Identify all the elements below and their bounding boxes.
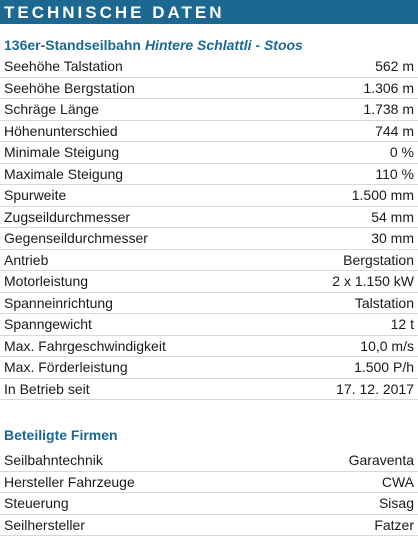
table-row: Gegenseildurchmesser 30 mm — [0, 228, 418, 250]
table-row: Motorleistung 2 x 1.150 kW — [0, 271, 418, 293]
row-value: 0 % — [389, 144, 414, 160]
table-row: Steuerung Sisag — [0, 493, 418, 515]
table-row: Schräge Länge 1.738 m — [0, 99, 418, 121]
table-row: Hersteller Fahrzeuge CWA — [0, 472, 418, 493]
row-value: 12 t — [390, 316, 414, 332]
row-label: Gegenseildurchmesser — [4, 230, 148, 246]
row-label: Seilbahntechnik — [4, 452, 103, 468]
data-table: Seehöhe Talstation 562 m Seehöhe Bergstati… — [0, 56, 418, 400]
row-value: 1.500 P/h — [354, 359, 414, 375]
row-value: 1.738 m — [363, 101, 414, 117]
row-label: Seilhersteller — [4, 516, 85, 533]
row-label: Max. Förderleistung — [4, 359, 128, 375]
row-value: 1.500 mm — [351, 187, 414, 203]
table-row: Seilbahntechnik Garaventa — [0, 450, 418, 472]
row-label: Spanneinrichtung — [4, 294, 113, 311]
row-label: Motorleistung — [4, 273, 89, 289]
row-label: Schräge Länge — [4, 101, 99, 117]
table-row: Seehöhe Bergstation 1.306 m — [0, 78, 418, 99]
row-label: Seehöhe Talstation — [4, 58, 123, 74]
row-label: Maximale Steigung — [4, 165, 124, 182]
subtitle-main: 136er-Standseilbahn — [4, 37, 141, 53]
subtitle: 136er-Standseilbahn Hintere Schlattli - S… — [0, 34, 418, 56]
row-value: Talstation — [354, 294, 414, 311]
row-value: 562 m — [375, 58, 414, 74]
subtitle-italic: Hintere Schlattli - Stoos — [144, 37, 303, 53]
row-label: Spurweite — [4, 187, 67, 203]
table-row: Spanngewicht 12 t — [0, 314, 418, 336]
table-row: Zugseildurchmesser 54 mm — [0, 207, 418, 228]
table-row: Spanneinrichtung Talstation — [0, 293, 418, 314]
row-value: 10,0 m/s — [360, 337, 414, 354]
table-row: Seilhersteller Fatzer — [0, 515, 418, 536]
row-label: Antrieb — [4, 251, 49, 268]
row-value: Garaventa — [348, 452, 414, 468]
table-row: Spurweite 1.500 mm — [0, 185, 418, 207]
row-value: 54 mm — [371, 208, 414, 225]
row-label: Spanngewicht — [4, 316, 92, 332]
row-value: Bergstation — [343, 251, 414, 268]
row-label: Minimale Steigung — [4, 144, 120, 160]
table-row: Max. Fahrgeschwindigkeit 10,0 m/s — [0, 336, 418, 357]
row-label: Höhenunterschied — [4, 122, 118, 139]
table-row: Max. Förderleistung 1.500 P/h — [0, 357, 418, 379]
table-row: Maximale Steigung 110 % — [0, 164, 418, 185]
companies-table: Seilbahntechnik Garaventa Hersteller Fahrz… — [0, 450, 418, 536]
table-row: Höhenunterschied 744 m — [0, 121, 418, 142]
row-value: 17. 12. 2017 — [336, 380, 414, 397]
row-value: 110 % — [375, 165, 414, 182]
row-label: In Betrieb seit — [4, 380, 90, 397]
row-value: CWA — [381, 473, 414, 490]
row-label: Steuerung — [4, 495, 69, 511]
table-row: In Betrieb seit 17. 12. 2017 — [0, 379, 418, 400]
section-title: Beteiligte Firmen — [4, 427, 118, 443]
header-title: TECHNISCHE DATEN — [0, 0, 418, 24]
row-label: Seehöhe Bergstation — [4, 79, 135, 96]
row-value: 2 x 1.150 kW — [332, 273, 414, 289]
row-value: 1.306 m — [363, 79, 414, 96]
row-value: Sisag — [378, 495, 414, 511]
table-row: Minimale Steigung 0 % — [0, 142, 418, 164]
row-value: 744 m — [375, 122, 414, 139]
row-label: Hersteller Fahrzeuge — [4, 473, 135, 490]
table-row: Antrieb Bergstation — [0, 250, 418, 271]
row-label: Zugseildurchmesser — [4, 208, 131, 225]
table-row: Seehöhe Talstation 562 m — [0, 56, 418, 78]
row-label: Max. Fahrgeschwindigkeit — [4, 337, 166, 354]
row-value: 30 mm — [371, 230, 414, 246]
row-value: Fatzer — [374, 516, 414, 533]
